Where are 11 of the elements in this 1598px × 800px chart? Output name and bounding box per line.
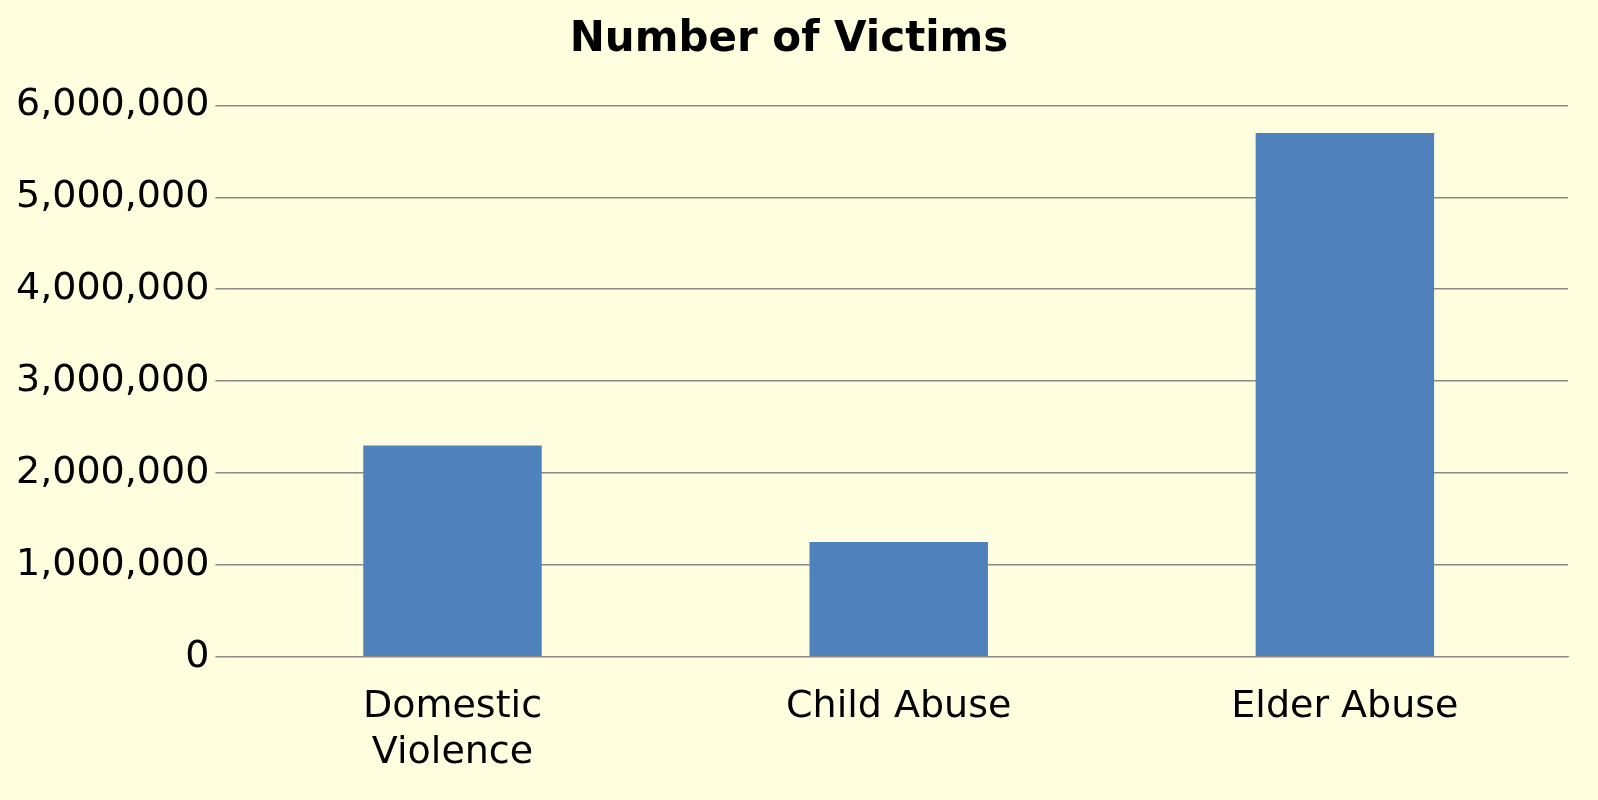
y-tick-label: 4,000,000: [15, 264, 210, 309]
y-tick-label: 6,000,000: [15, 80, 210, 125]
y-tick-label: 0: [185, 631, 210, 676]
y-tick-label: 2,000,000: [15, 447, 210, 492]
chart-title: Number of Victims: [569, 12, 1009, 62]
y-tick-label: 3,000,000: [15, 355, 210, 400]
y-tick-label: 1,000,000: [15, 539, 210, 584]
x-tick-label: Domestic Violence: [362, 682, 543, 773]
x-tick-label: Child Abuse: [786, 682, 1012, 727]
y-tick-label: 5,000,000: [15, 172, 210, 217]
x-tick-label: Elder Abuse: [1231, 682, 1459, 727]
